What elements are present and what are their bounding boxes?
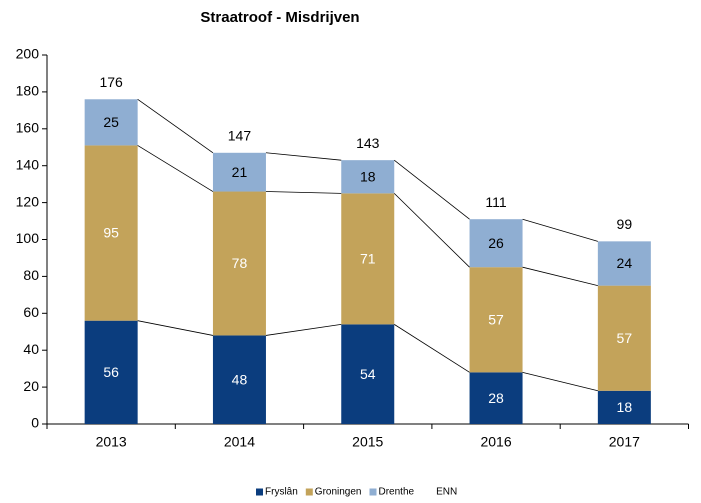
bar-segment	[84, 320, 138, 424]
data-label: 26	[488, 235, 504, 251]
total-label: 143	[356, 135, 380, 151]
bar-segment	[84, 145, 138, 321]
data-label: 25	[103, 114, 119, 130]
connector	[522, 266, 598, 287]
data-label: 21	[232, 164, 248, 180]
legend-label: ENN	[436, 487, 457, 498]
bar-segment	[469, 219, 523, 268]
y-tick-label: 20	[23, 378, 39, 394]
connector	[522, 218, 598, 242]
legend-label: Groningen	[315, 487, 362, 498]
connector	[394, 159, 470, 220]
y-tick-label: 140	[16, 156, 40, 172]
bar-segment	[597, 390, 651, 424]
connector	[394, 324, 470, 373]
connector	[137, 320, 214, 336]
connector	[393, 193, 470, 268]
data-label: 28	[488, 390, 504, 406]
x-tick-label: 2017	[609, 434, 640, 450]
y-tick-label: 0	[31, 415, 39, 431]
total-label: 99	[617, 216, 633, 232]
data-label: 95	[103, 225, 119, 241]
data-label: 78	[232, 255, 248, 271]
y-tick-label: 180	[16, 83, 40, 99]
y-tick-label: 160	[16, 120, 40, 136]
connector	[265, 152, 342, 161]
bar-segment	[341, 324, 395, 424]
bar-segment	[469, 267, 523, 373]
y-tick-label: 100	[16, 230, 40, 246]
bar-segment	[597, 285, 651, 391]
bar-segment	[597, 241, 651, 286]
legend-swatch	[256, 488, 263, 496]
chart-title: Straatroof - Misdrijven	[200, 9, 359, 26]
y-tick-label: 60	[23, 304, 39, 320]
legend-label: Drenthe	[379, 487, 415, 498]
y-tick-label: 80	[23, 267, 39, 283]
bar-segment	[341, 160, 395, 194]
x-tick-label: 2014	[224, 434, 255, 450]
y-tick-label: 200	[16, 46, 40, 62]
x-tick-label: 2013	[96, 434, 127, 450]
bar-segment	[212, 152, 266, 192]
data-label: 57	[488, 311, 504, 327]
total-label: 176	[99, 74, 123, 90]
bar-segment	[341, 193, 395, 325]
data-label: 24	[617, 255, 633, 271]
bar-segment	[469, 372, 523, 424]
data-label: 18	[360, 168, 376, 184]
data-label: 57	[617, 330, 633, 346]
legend-swatch	[305, 488, 313, 496]
bar-segment	[212, 335, 266, 424]
data-label: 71	[360, 251, 376, 267]
total-label: 111	[485, 194, 506, 210]
x-tick-label: 2015	[352, 434, 383, 450]
data-label: 54	[360, 366, 376, 382]
x-tick-label: 2016	[480, 434, 511, 450]
legend-swatch	[369, 488, 377, 496]
y-tick-label: 120	[16, 193, 40, 209]
y-tick-label: 40	[23, 341, 39, 357]
bar-segment	[84, 99, 138, 146]
total-label: 147	[228, 127, 252, 143]
data-label: 56	[103, 364, 119, 380]
connector	[137, 98, 214, 154]
legend-label: Fryslân	[265, 487, 298, 498]
connector	[137, 145, 214, 192]
bar-segment	[212, 191, 266, 336]
connector	[265, 323, 342, 336]
data-label: 18	[617, 399, 633, 415]
data-label: 48	[232, 371, 248, 387]
connector	[265, 191, 342, 194]
connector	[522, 371, 598, 392]
